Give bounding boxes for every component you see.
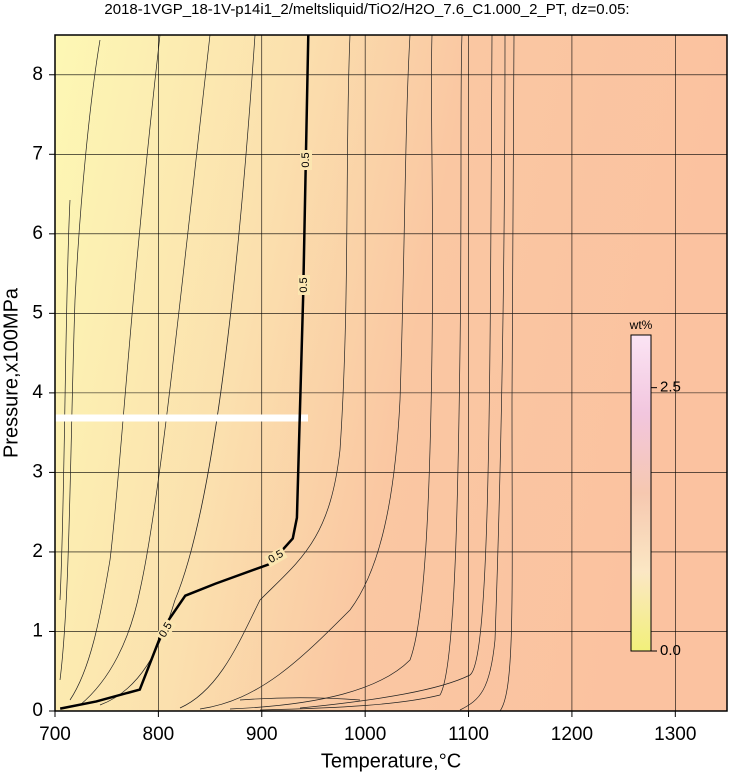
colorbar-tick-label: 2.5: [660, 379, 681, 396]
x-tick-label: 1300: [654, 724, 696, 745]
x-axis-label: Temperature,°C: [321, 750, 461, 772]
grid: [54, 35, 727, 712]
contour-lines: [59, 34, 515, 712]
contour-label-bg: [155, 618, 177, 642]
x-tick-label: 1200: [551, 724, 593, 745]
x-tick-label: 800: [143, 724, 175, 745]
contour-label-bg: [264, 546, 288, 568]
x-tick-label: 1000: [344, 724, 386, 745]
y-tick-label: 8: [32, 64, 43, 85]
colorbar-label: wt%: [629, 318, 653, 332]
plot-background: [55, 35, 727, 711]
y-tick-label: 0: [32, 700, 43, 721]
x-tick-label: 1100: [448, 724, 489, 745]
x-tick-label: 700: [39, 724, 71, 745]
y-tick-label: 5: [32, 302, 43, 323]
contours: 0.50.50.50.5: [59, 34, 312, 710]
y-tick-label: 3: [32, 461, 43, 482]
contour-line: [59, 34, 310, 710]
y-tick-label: 6: [32, 223, 43, 244]
y-tick-label: 4: [32, 382, 43, 403]
contour-label-bg: [298, 275, 310, 295]
y-tick-label: 7: [32, 143, 43, 164]
colorbar: [630, 334, 652, 652]
chart-title: 2018-1VGP_18-1V-p14i1_2/meltsliquid/TiO2…: [104, 1, 629, 18]
colorbar-tick-label: 0.0: [660, 642, 681, 659]
y-tick-label: 2: [32, 541, 43, 562]
y-tick-label: 1: [32, 620, 43, 641]
contour-label-bg: [300, 150, 312, 170]
y-axis-label: Pressure,x100MPa: [0, 287, 22, 458]
plot-frame: [54, 34, 728, 712]
contour-label: 0.5: [298, 277, 310, 292]
x-tick-label: 900: [246, 724, 278, 745]
contour-label: 0.5: [300, 152, 312, 167]
